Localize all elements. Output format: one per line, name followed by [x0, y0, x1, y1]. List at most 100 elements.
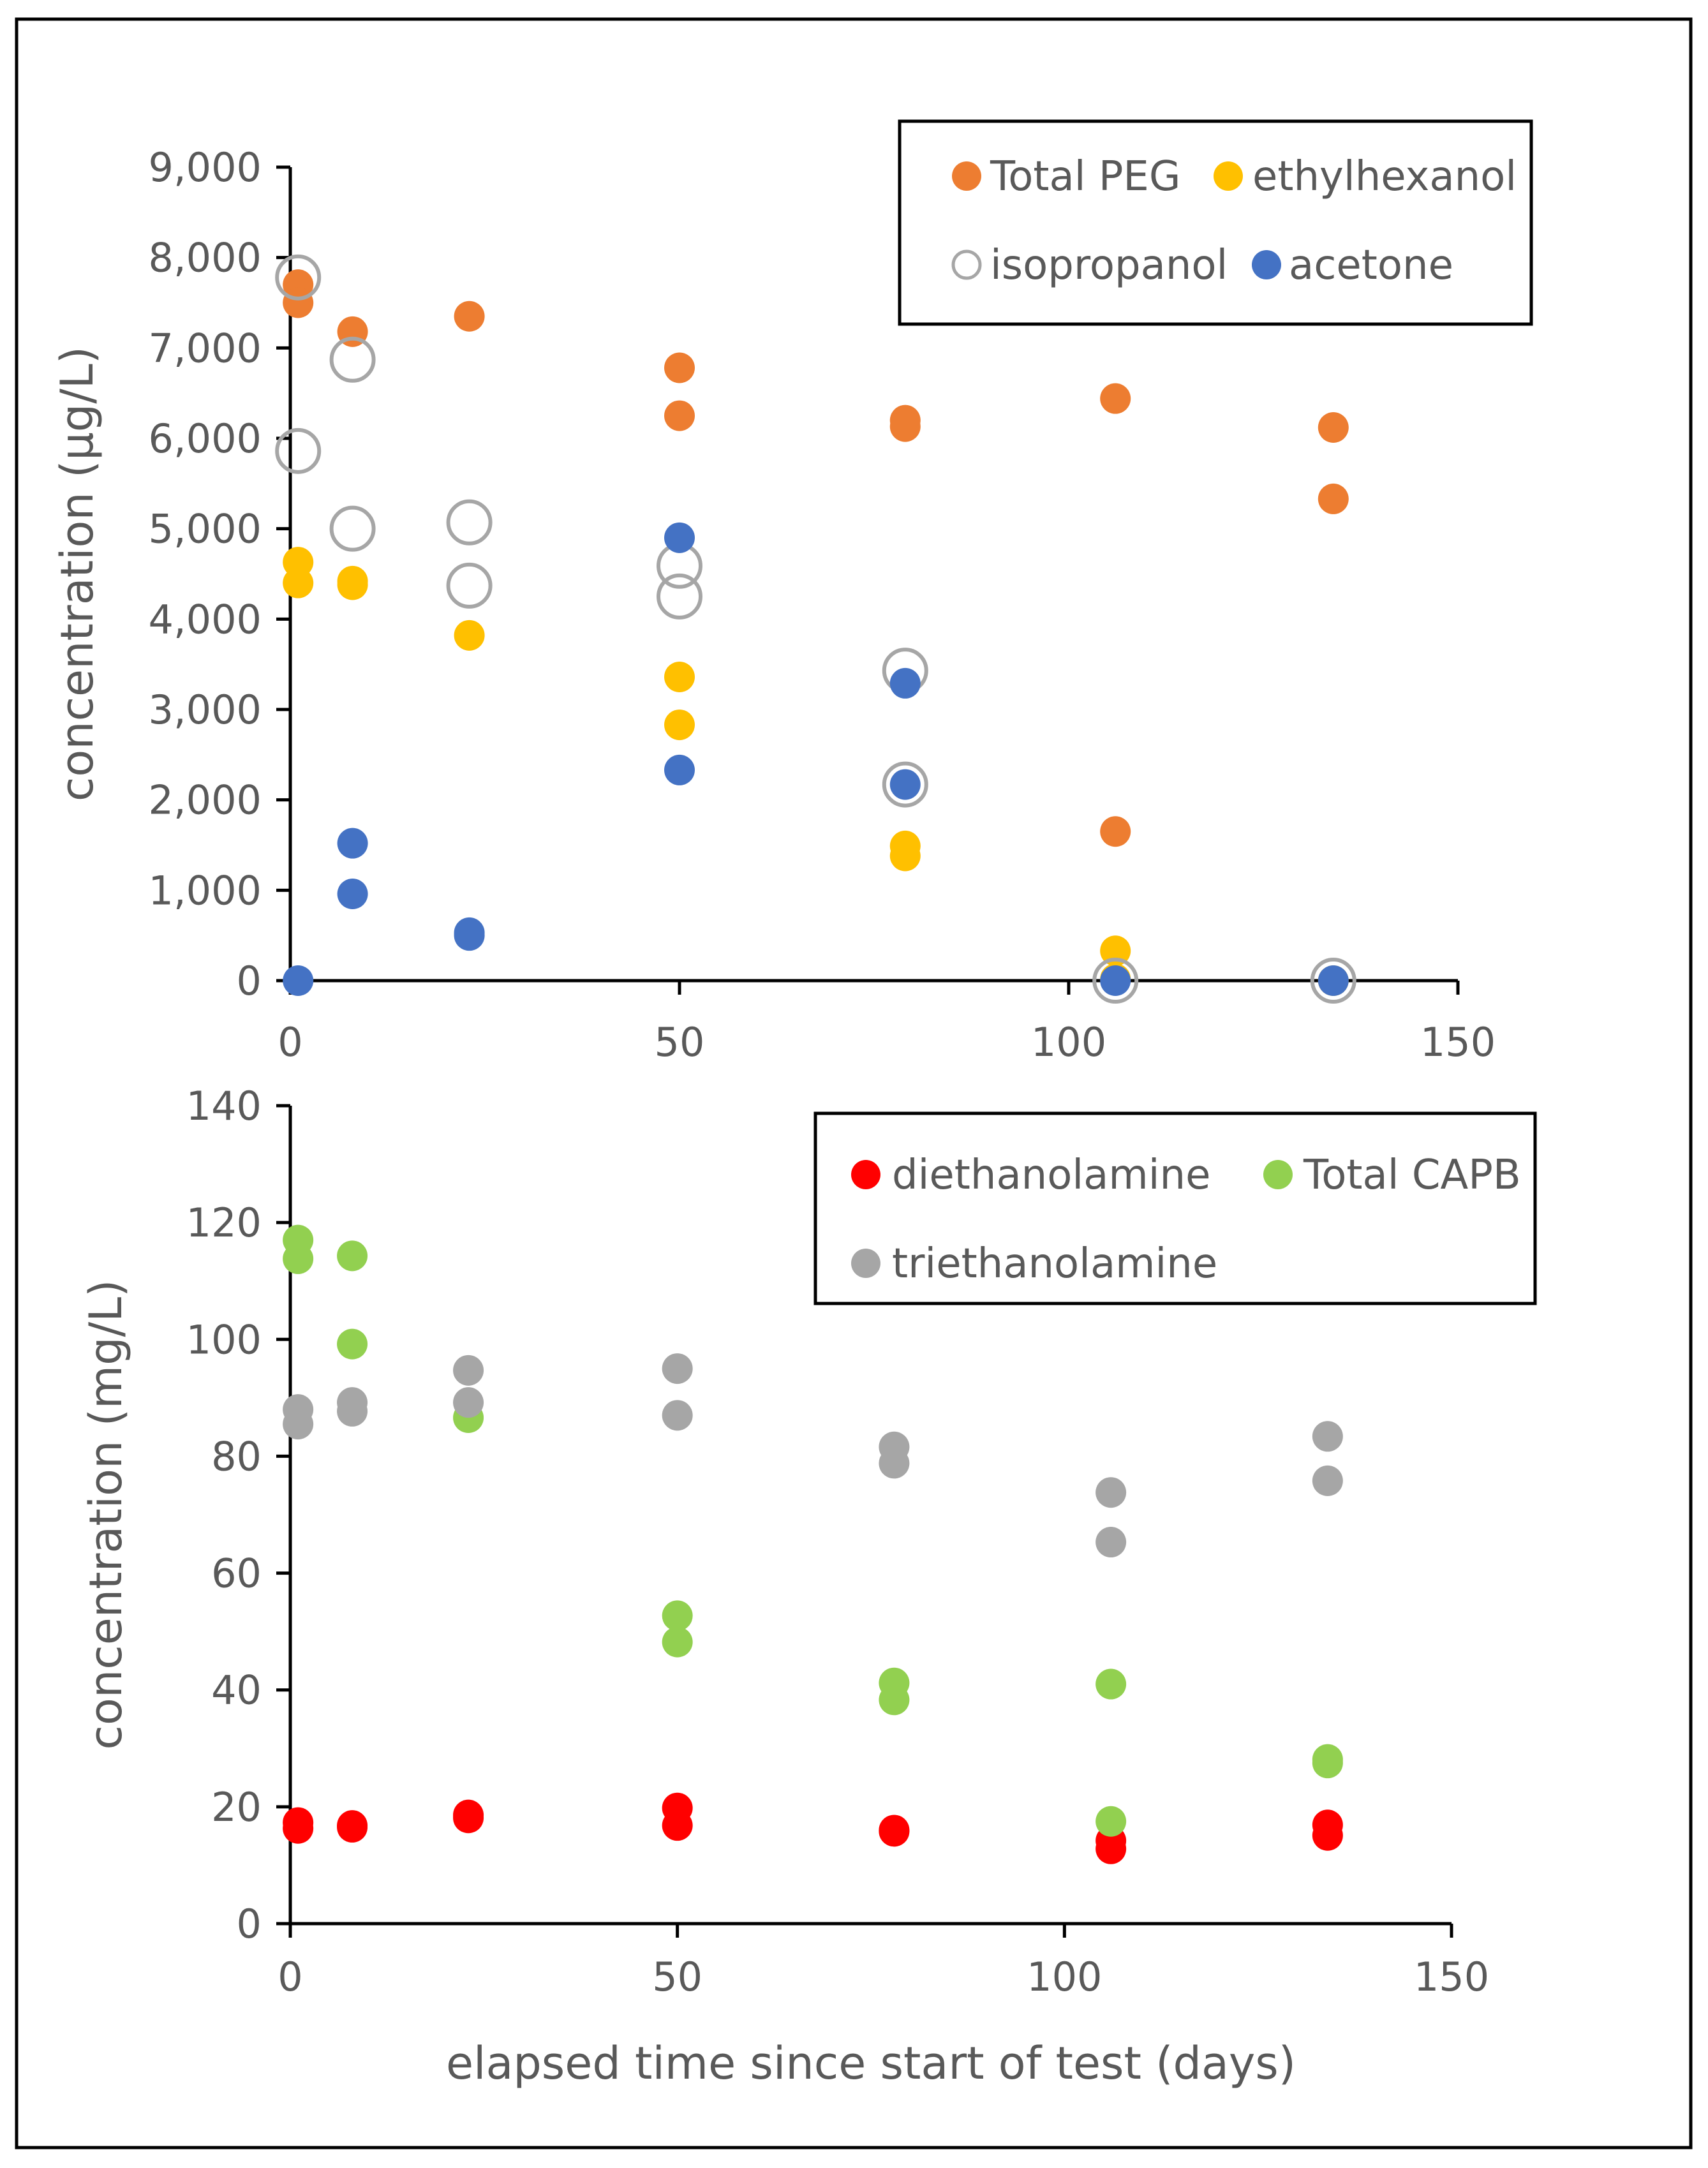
- data-point: [1312, 1421, 1343, 1452]
- data-point: [1312, 1465, 1343, 1496]
- data-point: [889, 411, 921, 442]
- data-point: [337, 569, 368, 600]
- data-point: [662, 1400, 693, 1431]
- legend-label: acetone: [1289, 242, 1453, 289]
- y-tick-label: 2,000: [149, 777, 262, 824]
- legend-marker: [952, 161, 981, 191]
- x-tick-label: 0: [278, 1954, 302, 2000]
- data-point: [283, 287, 314, 318]
- y-tick-label: 8,000: [149, 235, 262, 281]
- data-point: [446, 499, 493, 546]
- data-point: [337, 1240, 368, 1272]
- chart-panel-2: 0 20 40 60 80 100 120 140 0 50 100 150 concentration…: [80, 1083, 1537, 2090]
- data-point: [1095, 1527, 1127, 1558]
- x-tick-label: 50: [655, 1019, 705, 1065]
- series-isopropanol: [275, 254, 1356, 1004]
- y-tick-label: 5,000: [149, 506, 262, 553]
- data-point: [1095, 1806, 1127, 1837]
- x-tick-label: 100: [1031, 1019, 1106, 1065]
- data-point: [882, 761, 928, 808]
- y-tick-label: 3,000: [149, 687, 262, 733]
- data-point: [1310, 958, 1356, 1004]
- data-point: [1095, 1833, 1127, 1864]
- data-point: [1092, 958, 1139, 1004]
- legend: Total PEG ethylhexanol isopropanol acetone: [898, 119, 1533, 326]
- data-point: [454, 301, 485, 332]
- y-tick-label: 100: [186, 1316, 262, 1363]
- data-point: [879, 1684, 910, 1716]
- series-total-peg: [283, 269, 1349, 847]
- data-point: [664, 400, 695, 431]
- y-tick-label: 0: [237, 958, 262, 1004]
- legend-marker: [951, 249, 982, 280]
- data-point: [662, 1810, 693, 1841]
- legend-marker: [1252, 250, 1281, 279]
- data-point: [664, 352, 695, 383]
- data-point: [275, 254, 322, 301]
- legend-label: Total PEG: [990, 153, 1180, 200]
- data-point: [453, 1387, 484, 1418]
- data-point: [889, 769, 921, 800]
- series-acetone: [283, 522, 1349, 996]
- data-point: [337, 828, 368, 859]
- data-point: [1100, 935, 1131, 967]
- data-point: [283, 1409, 314, 1440]
- y-tick-label: 20: [211, 1784, 262, 1830]
- data-point: [1095, 1668, 1127, 1700]
- series-diethanolamine: [283, 1792, 1343, 1864]
- data-point: [329, 336, 376, 383]
- data-point: [664, 709, 695, 741]
- data-point: [664, 662, 695, 692]
- legend-box: [813, 1111, 1537, 1305]
- y-tick-label: 140: [186, 1083, 262, 1129]
- data-point: [1312, 1820, 1343, 1851]
- legend-label: Total CAPB: [1303, 1152, 1521, 1199]
- data-point: [1100, 816, 1131, 847]
- y-tick-label: 60: [211, 1550, 262, 1597]
- x-tick-label: 0: [278, 1019, 302, 1065]
- y-tick-label: 1,000: [149, 867, 262, 914]
- data-point: [1100, 383, 1131, 414]
- data-point: [283, 965, 314, 996]
- data-point: [454, 920, 485, 951]
- data-point: [657, 573, 702, 620]
- legend-marker: [851, 1249, 880, 1278]
- y-tick-label: 6,000: [149, 415, 262, 462]
- data-point: [283, 1243, 314, 1274]
- data-point: [283, 567, 314, 598]
- data-point: [1318, 412, 1349, 443]
- x-tick-label: 150: [1414, 1954, 1489, 2000]
- x-axis-title: elapsed time since start of test (days): [446, 2037, 1296, 2090]
- data-point: [889, 667, 921, 699]
- legend-label: diethanolamine: [892, 1152, 1210, 1199]
- data-point: [337, 1395, 368, 1427]
- series-total-capb: [283, 1224, 1343, 1837]
- legend-label: triethanolamine: [892, 1240, 1217, 1288]
- data-point: [664, 754, 695, 785]
- legend-marker: [1214, 161, 1243, 191]
- data-point: [337, 879, 368, 909]
- data-point: [453, 1802, 484, 1834]
- series-triethanolamine: [283, 1353, 1343, 1558]
- data-point: [664, 522, 695, 553]
- data-point: [454, 620, 485, 651]
- x-tick-label: 150: [1420, 1019, 1496, 1065]
- y-tick-label: 120: [186, 1199, 262, 1246]
- y-tick-label: 9,000: [149, 144, 262, 191]
- data-point: [453, 1355, 484, 1386]
- y-axis-title: concentration (µg/L): [51, 346, 103, 801]
- figure-border: [15, 17, 1693, 2149]
- data-point: [1095, 1477, 1127, 1508]
- data-point: [662, 1353, 693, 1385]
- chart-panel-1: 0 1,000 2,000 3,000 4,000 5,000 6,000 7,000 8,00…: [51, 119, 1533, 1065]
- data-point: [329, 505, 376, 552]
- y-tick-label: 7,000: [149, 325, 262, 371]
- y-tick-label: 4,000: [149, 596, 262, 642]
- legend-label: ethylhexanol: [1252, 153, 1517, 200]
- data-point: [283, 1813, 314, 1844]
- data-point: [337, 1811, 368, 1843]
- legend-label: isopropanol: [990, 242, 1228, 289]
- legend-box: [898, 119, 1533, 326]
- data-point: [1318, 483, 1349, 514]
